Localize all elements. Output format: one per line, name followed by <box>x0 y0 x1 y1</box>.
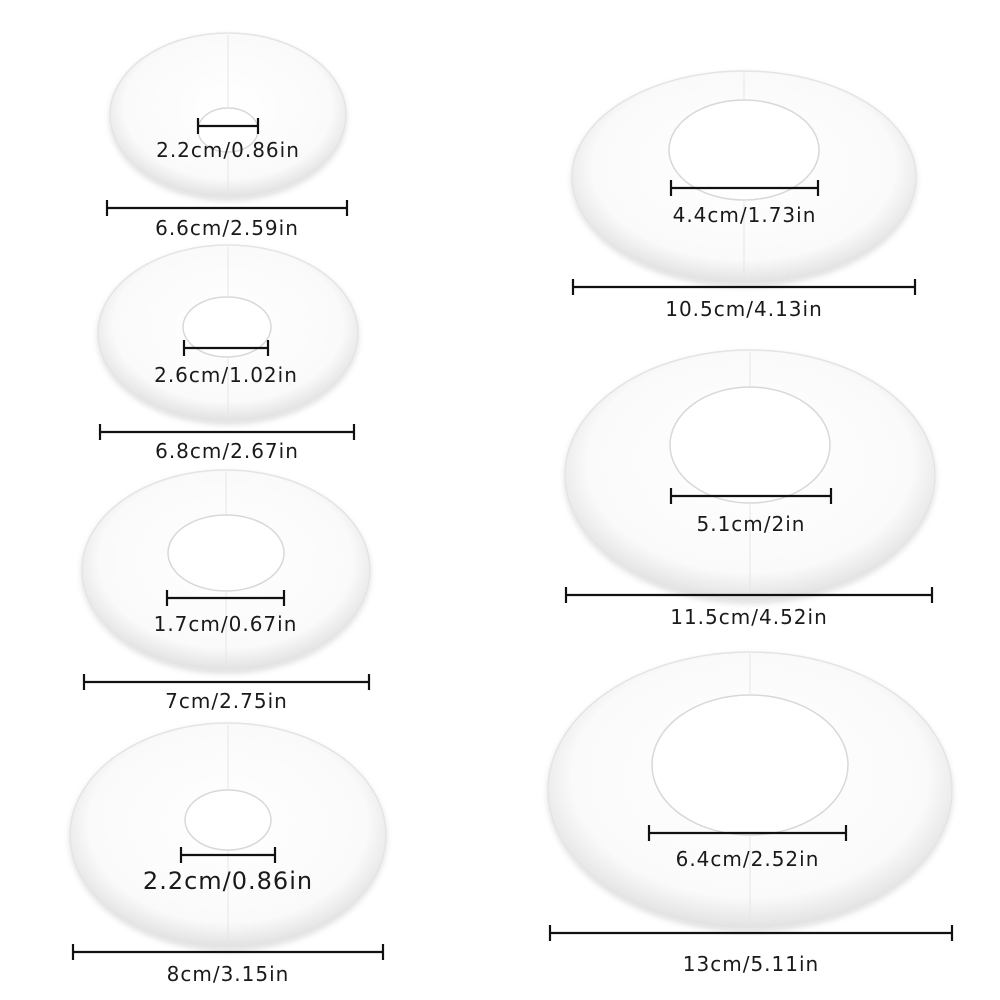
inner-diameter-label: 5.1cm/2in <box>697 512 806 536</box>
inner-diameter-label: 2.2cm/0.86in <box>156 138 300 162</box>
inner-diameter-line <box>196 118 260 134</box>
escutcheon-plate-4: 2.2cm/0.86in 8cm/3.15in <box>69 722 387 986</box>
plate-hole <box>668 99 820 201</box>
inner-diameter-line <box>179 847 277 863</box>
plate-hole <box>669 386 831 504</box>
plate-hole <box>651 694 849 836</box>
plate-hole <box>184 789 272 851</box>
escutcheon-plate-3: 1.7cm/0.67in 7cm/2.75in <box>81 469 371 713</box>
outer-diameter-line <box>105 200 349 216</box>
inner-diameter-line <box>669 488 833 504</box>
outer-diameter-label: 8cm/3.15in <box>167 962 290 986</box>
outer-diameter-line <box>82 674 371 690</box>
inner-diameter-label: 6.4cm/2.52in <box>676 847 820 871</box>
escutcheon-plate-7: 6.4cm/2.52in 13cm/5.11in <box>547 651 954 976</box>
inner-diameter-line <box>669 180 820 196</box>
inner-diameter-label: 1.7cm/0.67in <box>154 612 298 636</box>
outer-diameter-line <box>571 279 917 295</box>
outer-diameter-line <box>564 587 934 603</box>
outer-diameter-label: 6.8cm/2.67in <box>155 439 299 463</box>
outer-diameter-line <box>71 944 385 960</box>
escutcheon-plate-2: 2.6cm/1.02in 6.8cm/2.67in <box>97 244 359 463</box>
outer-diameter-label: 10.5cm/4.13in <box>665 297 823 321</box>
escutcheon-plate-1: 2.2cm/0.86in 6.6cm/2.59in <box>105 32 349 240</box>
outer-diameter-label: 13cm/5.11in <box>683 952 819 976</box>
plate-hole <box>167 514 285 592</box>
escutcheon-plate-6: 5.1cm/2in 11.5cm/4.52in <box>564 349 936 629</box>
inner-diameter-label: 2.2cm/0.86in <box>143 867 313 895</box>
outer-diameter-line <box>548 925 954 941</box>
outer-diameter-label: 6.6cm/2.59in <box>155 216 299 240</box>
inner-diameter-line <box>165 590 286 606</box>
outer-diameter-line <box>98 424 356 440</box>
outer-diameter-label: 11.5cm/4.52in <box>670 605 828 629</box>
inner-diameter-line <box>182 340 270 356</box>
plate-hole <box>182 296 272 358</box>
inner-diameter-label: 4.4cm/1.73in <box>673 203 817 227</box>
inner-diameter-line <box>647 825 848 841</box>
inner-diameter-label: 2.6cm/1.02in <box>154 363 298 387</box>
escutcheon-plate-5: 4.4cm/1.73in 10.5cm/4.13in <box>571 70 917 321</box>
outer-diameter-label: 7cm/2.75in <box>165 689 288 713</box>
